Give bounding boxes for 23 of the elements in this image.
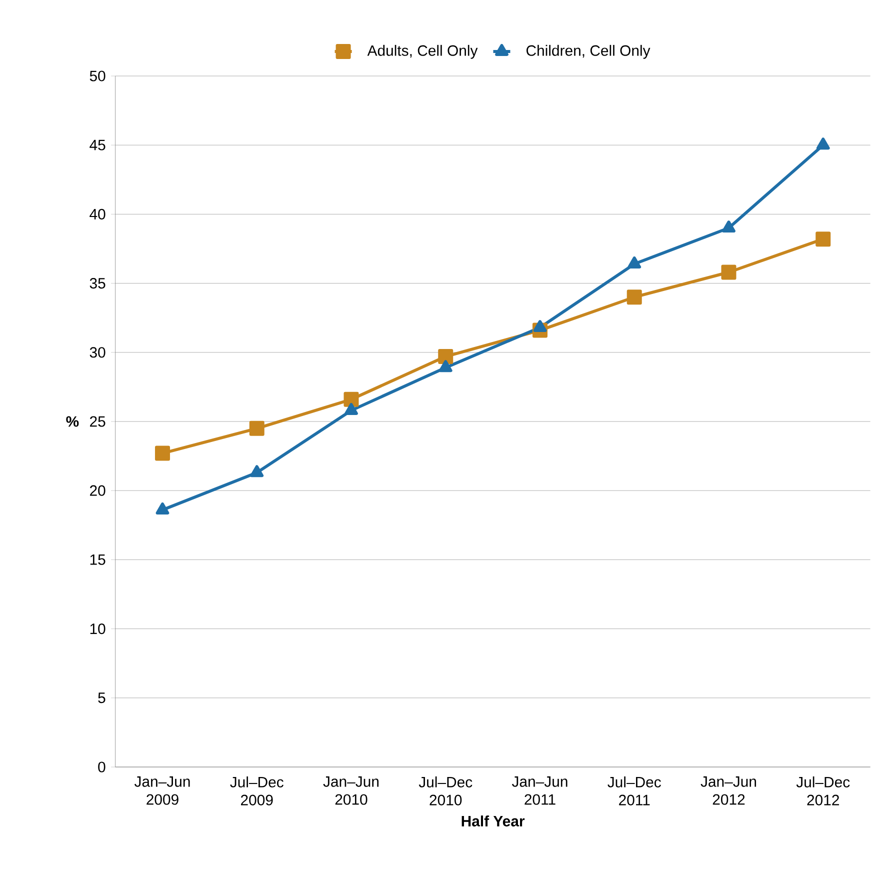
x-tick-label: Jul–Dec 2012: [796, 776, 850, 806]
y-tick-label: 5: [98, 692, 106, 704]
y-tick-label: 35: [90, 278, 106, 289]
y-tick-label: 50: [90, 70, 106, 82]
y-tick-label: 15: [90, 554, 106, 565]
y-tick-label: 10: [90, 624, 106, 634]
x-tick-label: Jul–Dec 2010: [418, 776, 472, 806]
x-tick-label: Jul–Dec 2011: [607, 776, 661, 806]
y-tick-label: 25: [90, 416, 106, 427]
x-axis-title: Half Year: [462, 816, 524, 826]
y-tick-label: 45: [89, 140, 106, 150]
legend-label: Adults, Cell Only: [367, 44, 478, 59]
legend-label: Children, Cell Only: [526, 44, 650, 59]
y-tick-label: 30: [90, 347, 106, 358]
x-tick-label: Jul–Dec 2009: [230, 776, 284, 806]
y-tick-label: 0: [98, 762, 106, 772]
y-tick-label: 40: [89, 208, 106, 220]
y-axis-title: %: [66, 416, 79, 427]
x-tick-label: Jan–Jun 2009: [134, 776, 190, 805]
x-tick-label: Jan–Jun 2011: [512, 776, 568, 805]
x-tick-label: Jan–Jun 2012: [700, 776, 756, 805]
x-tick-label: Jan–Jun 2010: [323, 776, 378, 805]
y-tick-label: 20: [90, 485, 106, 496]
